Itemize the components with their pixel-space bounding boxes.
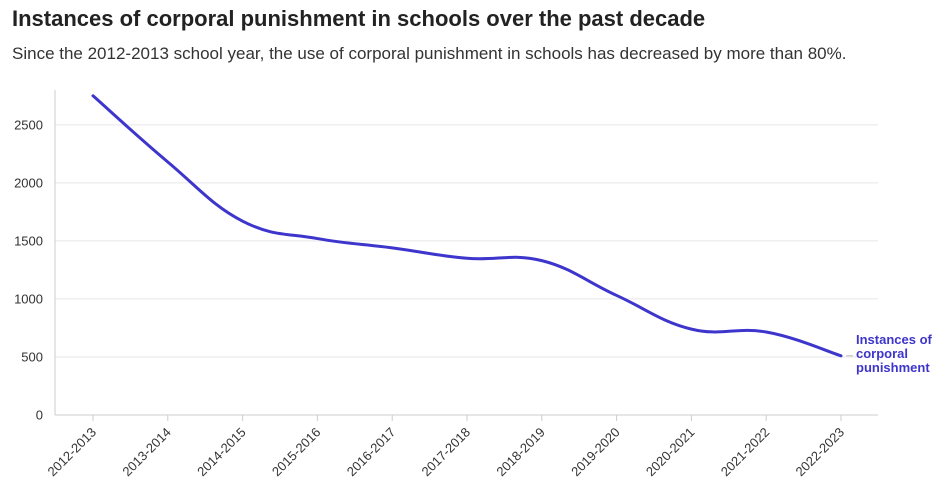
x-tick-label: 2020-2021 xyxy=(643,425,698,480)
y-axis: 0 500 1000 1500 2000 2500 xyxy=(14,90,56,423)
y-tick-label: 1000 xyxy=(14,291,43,306)
x-tick-label: 2016-2017 xyxy=(344,425,399,480)
gridlines xyxy=(55,124,878,416)
x-tick-label: 2013-2014 xyxy=(119,425,174,480)
series-label: corporal xyxy=(856,346,908,361)
series-label: punishment xyxy=(856,360,930,375)
x-axis: 2012-2013 2013-2014 2014-2015 2015-2016 2016… xyxy=(45,415,848,480)
series-label: Instances of xyxy=(856,332,933,347)
x-tick-label: 2017-2018 xyxy=(419,425,474,480)
y-tick-label: 1500 xyxy=(14,233,43,248)
chart-title: Instances of corporal punishment in scho… xyxy=(12,6,706,31)
x-tick-label: 2014-2015 xyxy=(194,425,249,480)
y-tick-label: 2500 xyxy=(14,117,43,132)
x-tick-label: 2022-2023 xyxy=(793,425,848,480)
series-lines xyxy=(91,94,843,358)
x-tick-label: 2012-2013 xyxy=(45,425,100,480)
y-tick-label: 500 xyxy=(21,349,43,364)
chart-subtitle: Since the 2012-2013 school year, the use… xyxy=(12,44,847,63)
x-tick-label: 2019-2020 xyxy=(568,425,623,480)
x-tick-label: 2018-2019 xyxy=(493,425,548,480)
y-tick-label: 0 xyxy=(36,408,43,423)
x-tick-label: 2015-2016 xyxy=(269,425,324,480)
series-line xyxy=(91,94,843,358)
y-tick-label: 2000 xyxy=(14,175,43,190)
x-tick-label: 2021-2022 xyxy=(718,425,773,480)
